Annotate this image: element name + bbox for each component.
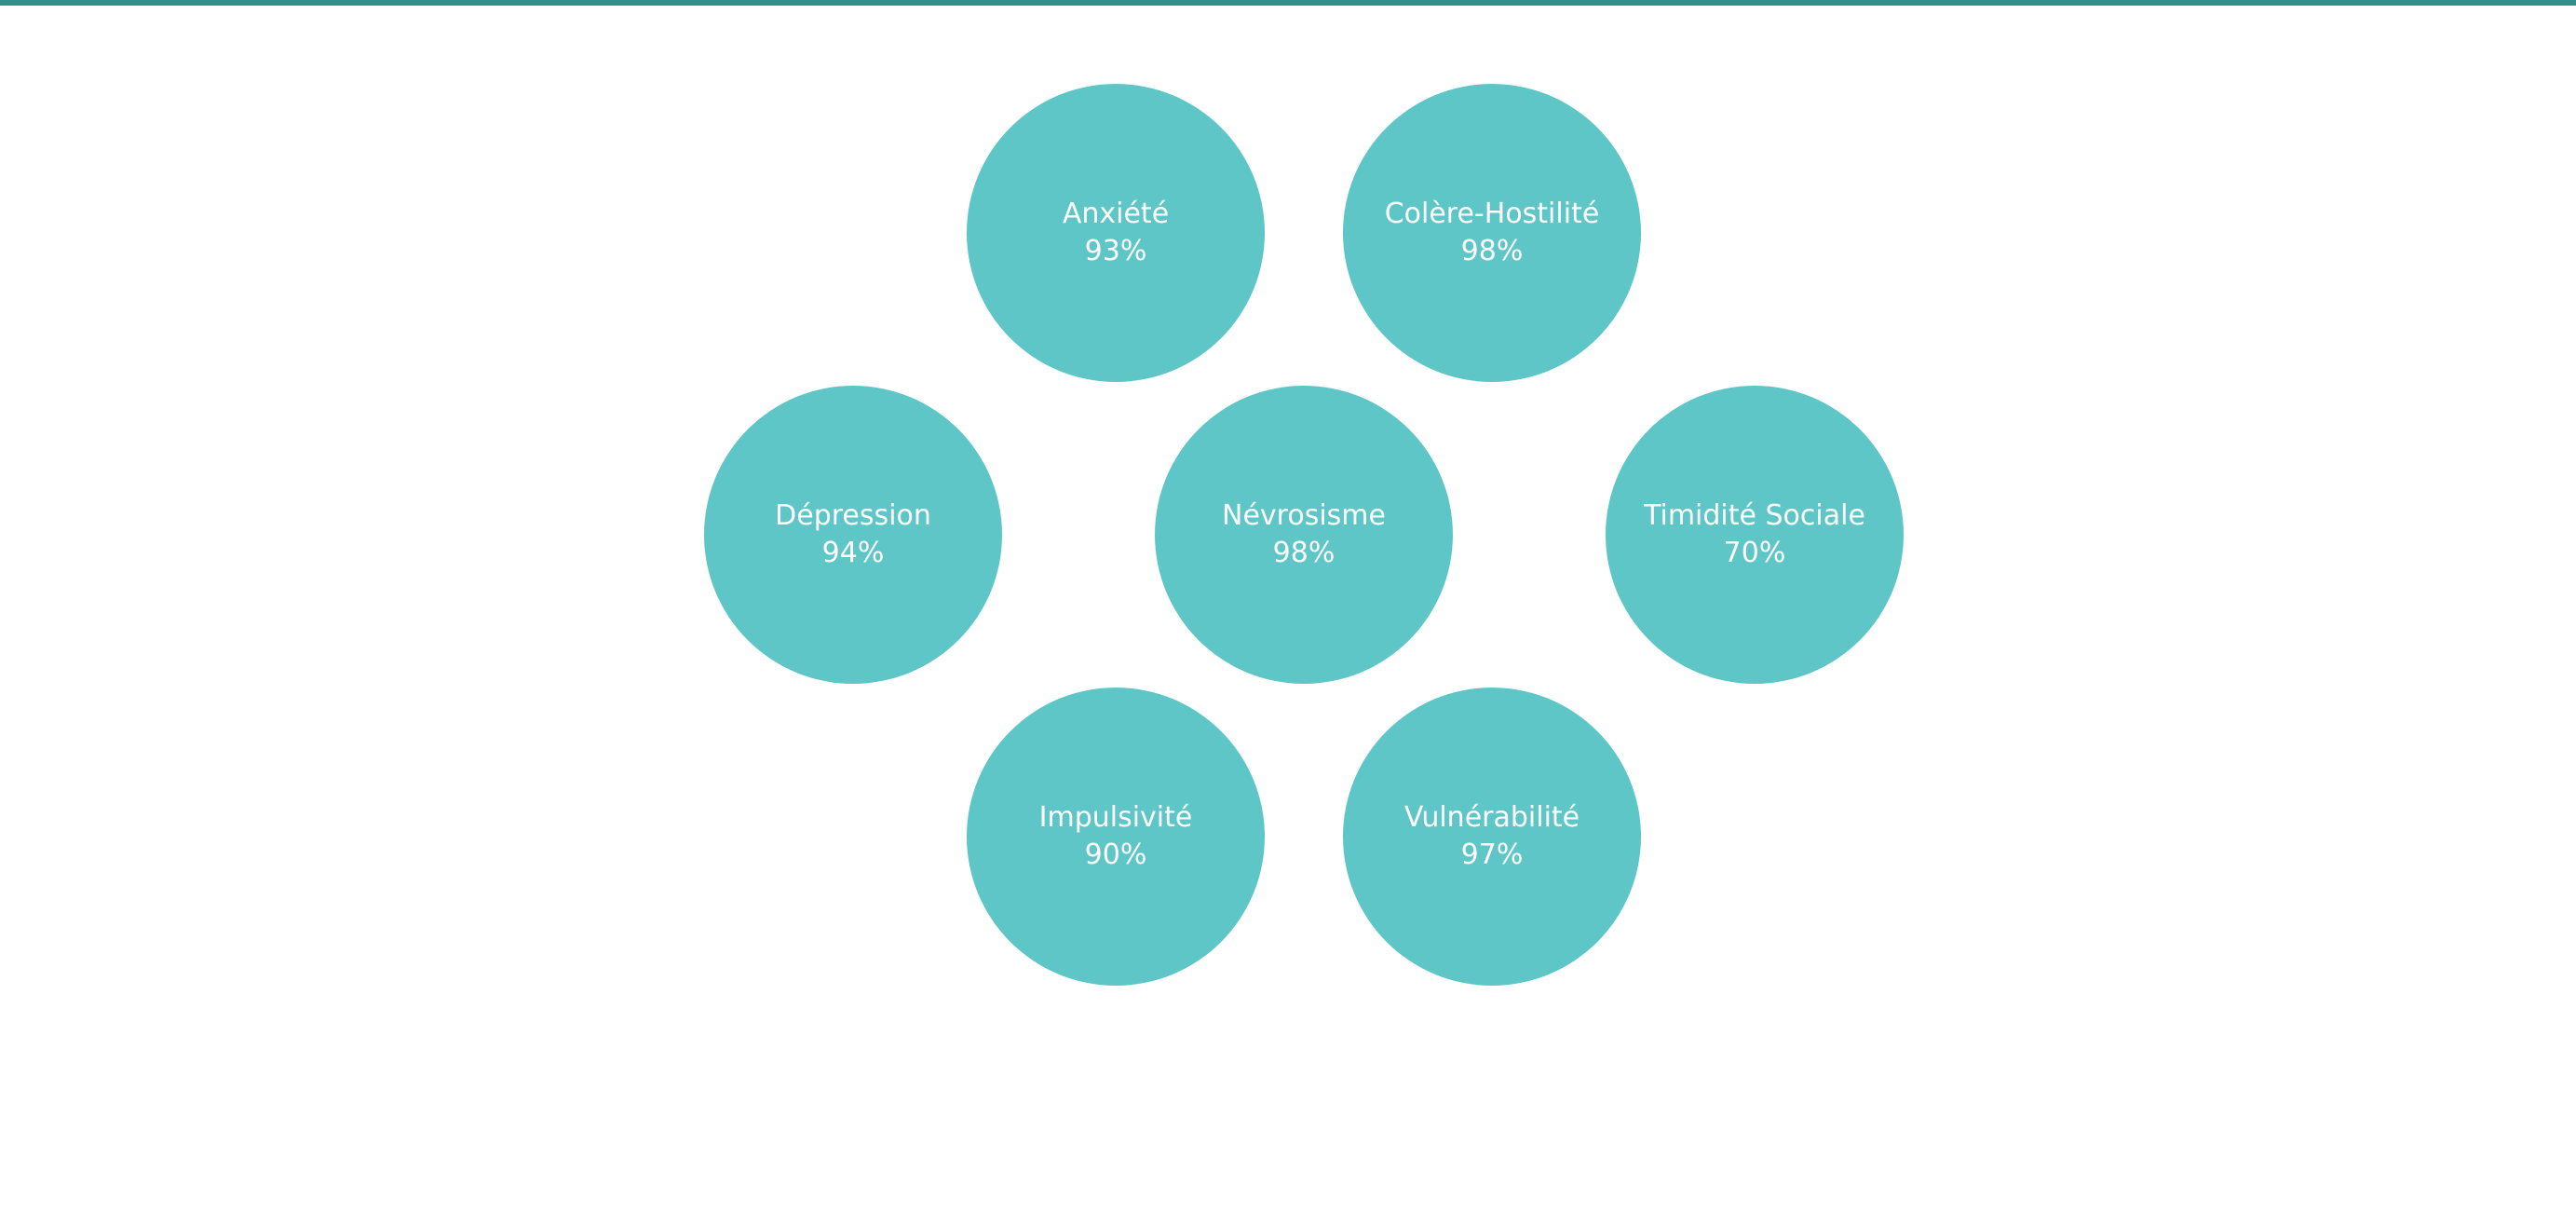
- facet-value: 98%: [1460, 235, 1524, 267]
- facet-bubble-impulsivite: Impulsivité 90%: [967, 688, 1265, 986]
- facet-bubble-anxiete: Anxiété 93%: [967, 84, 1265, 382]
- facet-value: 94%: [821, 537, 885, 569]
- top-accent-bar: [0, 0, 2576, 6]
- facet-label: Timidité Sociale: [1644, 499, 1865, 532]
- facet-value: 98%: [1272, 537, 1335, 569]
- facet-value: 70%: [1723, 537, 1786, 569]
- facet-label: Névrosisme: [1222, 499, 1386, 532]
- facet-bubble-vulnerabilite: Vulnérabilité 97%: [1343, 688, 1641, 986]
- facet-label: Dépression: [775, 499, 931, 532]
- facet-bubble-timidite-sociale: Timidité Sociale 70%: [1606, 386, 1904, 684]
- facet-label: Impulsivité: [1038, 801, 1193, 834]
- facet-label: Colère-Hostilité: [1384, 198, 1600, 230]
- facet-bubble-nevrosisme: Névrosisme 98%: [1155, 386, 1453, 684]
- facet-label: Anxiété: [1062, 198, 1170, 230]
- facet-value: 90%: [1084, 838, 1147, 871]
- facet-value: 93%: [1084, 235, 1147, 267]
- facet-label: Vulnérabilité: [1403, 801, 1580, 834]
- facet-value: 97%: [1460, 838, 1524, 871]
- facet-bubble-depression: Dépression 94%: [704, 386, 1002, 684]
- facet-bubble-colere-hostilite: Colère-Hostilité 98%: [1343, 84, 1641, 382]
